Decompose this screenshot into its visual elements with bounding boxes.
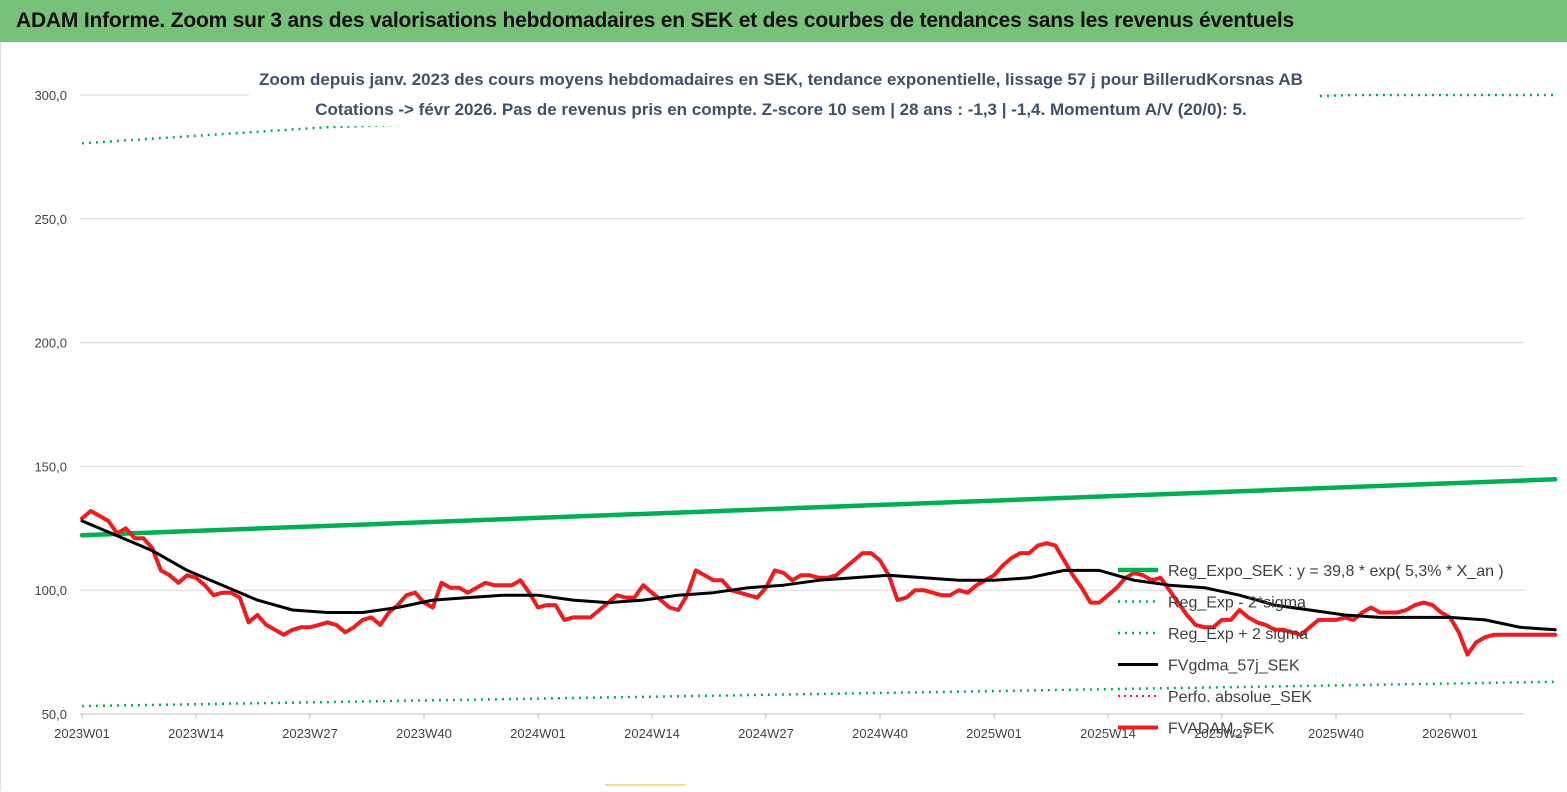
x-tick-label: 2023W40 bbox=[396, 726, 452, 741]
y-tick-label: 200,0 bbox=[34, 336, 67, 351]
y-tick-label: 300,0 bbox=[34, 88, 67, 103]
x-tick-label: 2026W01 bbox=[1422, 726, 1478, 741]
legend-label: Reg_Exp + 2 sigma bbox=[1168, 626, 1308, 643]
page-title: ADAM Informe. Zoom sur 3 ans des valoris… bbox=[16, 9, 1295, 32]
legend: Reg_Expo_SEK : y = 39,8 * exp( 5,3% * X_… bbox=[1118, 563, 1504, 738]
legend-label: FVgdma_57j_SEK bbox=[1168, 658, 1300, 675]
series-layer bbox=[79, 93, 1558, 708]
x-tick-label: 2025W14 bbox=[1080, 726, 1136, 741]
legend-label: Reg_Exp - 2*sigma bbox=[1168, 595, 1306, 612]
x-axis-ticks: 2023W01 2023W14 2023W27 2023W40 2024W01 2024W… bbox=[54, 714, 1478, 741]
series-reg-exp-minus-2sigma bbox=[81, 680, 1556, 708]
x-tick-label: 2023W01 bbox=[54, 726, 110, 741]
x-tick-label: 2024W40 bbox=[852, 726, 908, 741]
series-fvadam bbox=[80, 509, 1558, 657]
x-tick-label: 2023W27 bbox=[282, 726, 338, 741]
legend-label: FVADAM_SEK bbox=[1168, 721, 1275, 738]
yellow-bottom-mark bbox=[605, 784, 685, 786]
y-tick-label: 50,0 bbox=[42, 707, 67, 722]
x-tick-label: 2025W40 bbox=[1308, 726, 1364, 741]
chart-title-line-2: Cotations -> févr 2026. Pas de revenus p… bbox=[315, 100, 1246, 119]
grid-layer bbox=[80, 94, 1524, 715]
series-reg-exp-plus-2sigma bbox=[81, 93, 1556, 145]
y-axis-ticks: 300,0 250,0 200,0 150,0 100,0 50,0 bbox=[34, 88, 67, 722]
legend-label: Reg_Expo_SEK : y = 39,8 * exp( 5,3% * X_… bbox=[1168, 563, 1504, 580]
x-tick-label: 2024W14 bbox=[624, 726, 680, 741]
x-tick-label: 2024W27 bbox=[738, 726, 794, 741]
title-background bbox=[249, 64, 1319, 126]
x-tick-label: 2025W27 bbox=[1194, 726, 1250, 741]
y-tick-label: 250,0 bbox=[34, 212, 67, 227]
series-fvgdma bbox=[80, 519, 1557, 632]
y-tick-label: 150,0 bbox=[34, 459, 67, 474]
series-reg-expo bbox=[79, 477, 1558, 538]
chart-frame: 300,0 250,0 200,0 150,0 100,0 50,0 2023W01 202… bbox=[0, 42, 1566, 791]
chart-title-line-1: Zoom depuis janv. 2023 des cours moyens … bbox=[259, 70, 1303, 89]
legend-label: Perfo. absolue_SEK bbox=[1168, 689, 1312, 706]
y-tick-label: 100,0 bbox=[34, 583, 67, 598]
x-tick-label: 2023W14 bbox=[168, 726, 224, 741]
x-tick-label: 2024W01 bbox=[510, 726, 566, 741]
x-tick-label: 2025W01 bbox=[966, 726, 1022, 741]
header-bar: ADAM Informe. Zoom sur 3 ans des valoris… bbox=[0, 0, 1567, 42]
chart-title: Zoom depuis janv. 2023 des cours moyens … bbox=[249, 64, 1319, 126]
